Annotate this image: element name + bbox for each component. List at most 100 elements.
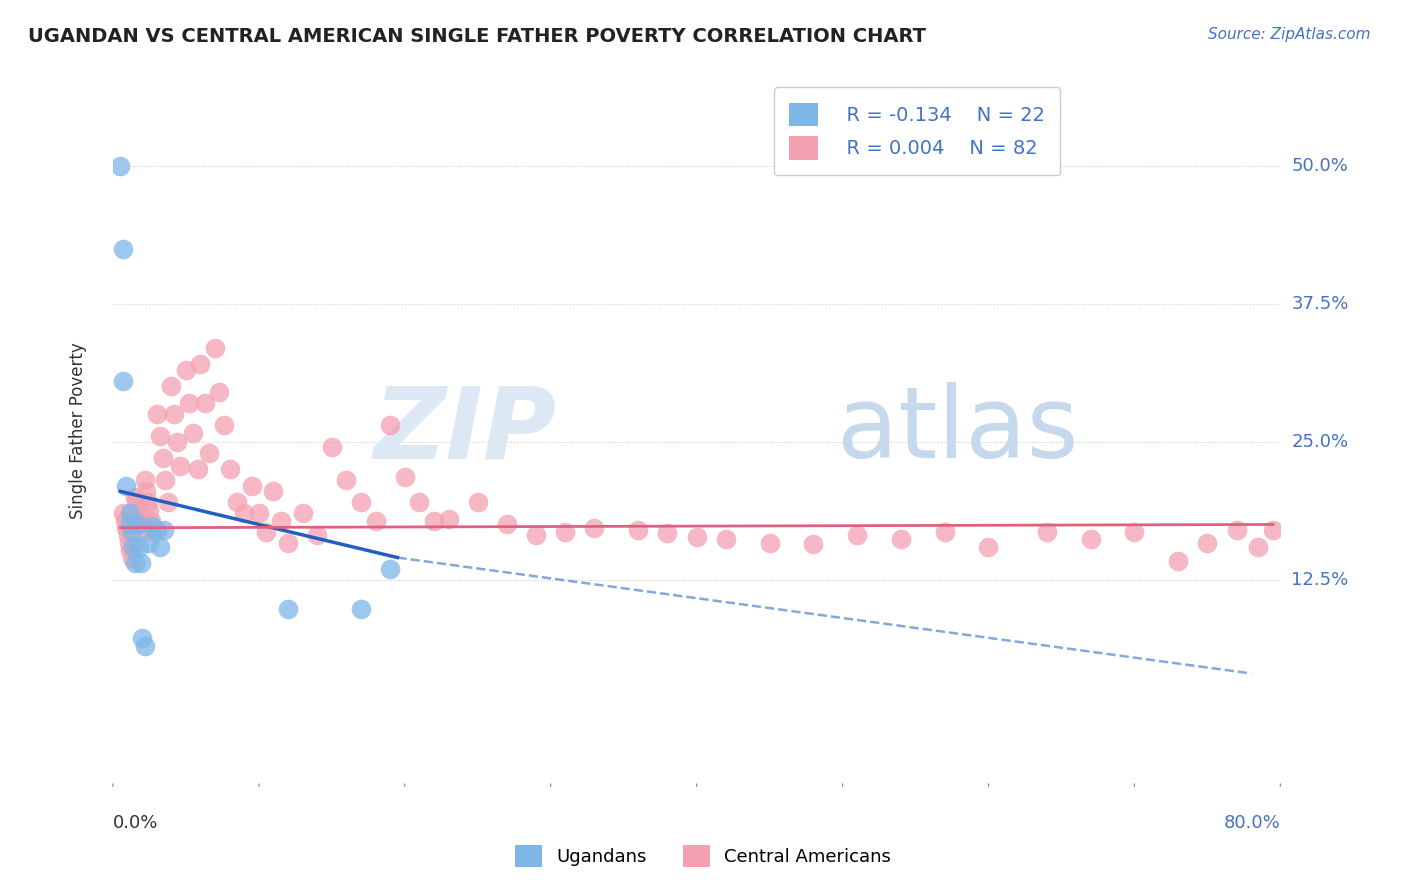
Point bbox=[408, 495, 430, 509]
Point bbox=[364, 514, 387, 528]
Legend: Ugandans, Central Americans: Ugandans, Central Americans bbox=[508, 838, 898, 874]
Point bbox=[226, 495, 249, 509]
Point bbox=[121, 550, 143, 565]
Point bbox=[240, 479, 263, 493]
Point bbox=[394, 470, 416, 484]
Point bbox=[136, 495, 159, 509]
Point bbox=[169, 458, 191, 473]
Text: Single Father Poverty: Single Father Poverty bbox=[69, 343, 87, 519]
Point bbox=[152, 451, 174, 466]
Text: 25.0%: 25.0% bbox=[1292, 433, 1348, 450]
Point bbox=[1080, 532, 1102, 546]
Text: UGANDAN VS CENTRAL AMERICAN SINGLE FATHER POVERTY CORRELATION CHART: UGANDAN VS CENTRAL AMERICAN SINGLE FATHE… bbox=[28, 27, 927, 45]
Point bbox=[977, 540, 1000, 554]
Point bbox=[1167, 554, 1189, 568]
Point bbox=[187, 462, 209, 476]
Point bbox=[112, 507, 135, 521]
Point bbox=[114, 514, 136, 528]
Point bbox=[204, 341, 226, 355]
Point bbox=[254, 525, 277, 540]
Point bbox=[627, 523, 650, 537]
Point bbox=[554, 525, 576, 540]
Point bbox=[1036, 525, 1059, 540]
Point bbox=[149, 540, 172, 554]
Point bbox=[142, 525, 165, 540]
Point bbox=[155, 473, 177, 487]
Point bbox=[803, 537, 825, 551]
Point bbox=[190, 358, 212, 372]
Point bbox=[134, 639, 156, 653]
Point bbox=[291, 507, 314, 521]
Text: Source: ZipAtlas.com: Source: ZipAtlas.com bbox=[1208, 27, 1371, 42]
Text: ZIP: ZIP bbox=[374, 382, 557, 479]
Point bbox=[262, 484, 284, 499]
Point bbox=[437, 512, 460, 526]
Point bbox=[350, 495, 373, 509]
Point bbox=[524, 528, 547, 542]
Text: 37.5%: 37.5% bbox=[1292, 294, 1348, 313]
Legend:   R = -0.134    N = 22,   R = 0.004    N = 82: R = -0.134 N = 22, R = 0.004 N = 82 bbox=[773, 87, 1060, 176]
Point bbox=[163, 407, 186, 421]
Point bbox=[194, 396, 217, 410]
Point bbox=[120, 507, 142, 521]
Point bbox=[380, 561, 402, 575]
Point bbox=[1123, 525, 1146, 540]
Point bbox=[131, 517, 153, 532]
Point bbox=[1197, 536, 1219, 550]
Point bbox=[115, 479, 138, 493]
Point bbox=[127, 503, 149, 517]
Point bbox=[138, 503, 160, 517]
Point bbox=[177, 396, 200, 410]
Point bbox=[128, 509, 150, 524]
Point bbox=[758, 536, 780, 550]
Point bbox=[321, 440, 343, 454]
Point bbox=[335, 473, 357, 487]
Point bbox=[208, 384, 231, 399]
Point bbox=[127, 517, 149, 532]
Point bbox=[467, 495, 489, 509]
Point bbox=[496, 517, 519, 532]
Point bbox=[141, 518, 163, 533]
Point bbox=[131, 631, 153, 645]
Point bbox=[181, 425, 204, 440]
Point bbox=[121, 525, 143, 540]
Point bbox=[115, 521, 138, 535]
Point bbox=[129, 517, 152, 532]
Point bbox=[112, 374, 135, 388]
Point bbox=[129, 556, 152, 570]
Point bbox=[122, 540, 145, 554]
Point bbox=[212, 418, 235, 433]
Point bbox=[153, 523, 176, 537]
Point bbox=[132, 523, 155, 537]
Point bbox=[110, 159, 132, 173]
Text: 12.5%: 12.5% bbox=[1292, 571, 1348, 589]
Point bbox=[139, 514, 162, 528]
Point bbox=[157, 495, 180, 509]
Point bbox=[270, 514, 292, 528]
Point bbox=[166, 434, 188, 449]
Point bbox=[1225, 523, 1247, 537]
Point bbox=[350, 602, 373, 616]
Point bbox=[380, 418, 402, 433]
Point bbox=[714, 532, 737, 546]
Point bbox=[277, 536, 299, 550]
Point bbox=[423, 514, 446, 528]
Point bbox=[1261, 523, 1284, 537]
Point bbox=[277, 602, 299, 616]
Text: 80.0%: 80.0% bbox=[1223, 814, 1281, 832]
Point bbox=[120, 517, 142, 532]
Point bbox=[890, 532, 912, 546]
Point bbox=[174, 363, 197, 377]
Text: 0.0%: 0.0% bbox=[112, 814, 159, 832]
Point bbox=[934, 525, 956, 540]
Point bbox=[138, 536, 160, 550]
Point bbox=[120, 542, 142, 557]
Text: atlas: atlas bbox=[837, 382, 1078, 479]
Point bbox=[1247, 540, 1270, 554]
Point bbox=[134, 473, 156, 487]
Point bbox=[128, 540, 150, 554]
Text: 50.0%: 50.0% bbox=[1292, 157, 1348, 175]
Point bbox=[685, 530, 707, 544]
Point bbox=[846, 528, 869, 542]
Point bbox=[307, 528, 329, 542]
